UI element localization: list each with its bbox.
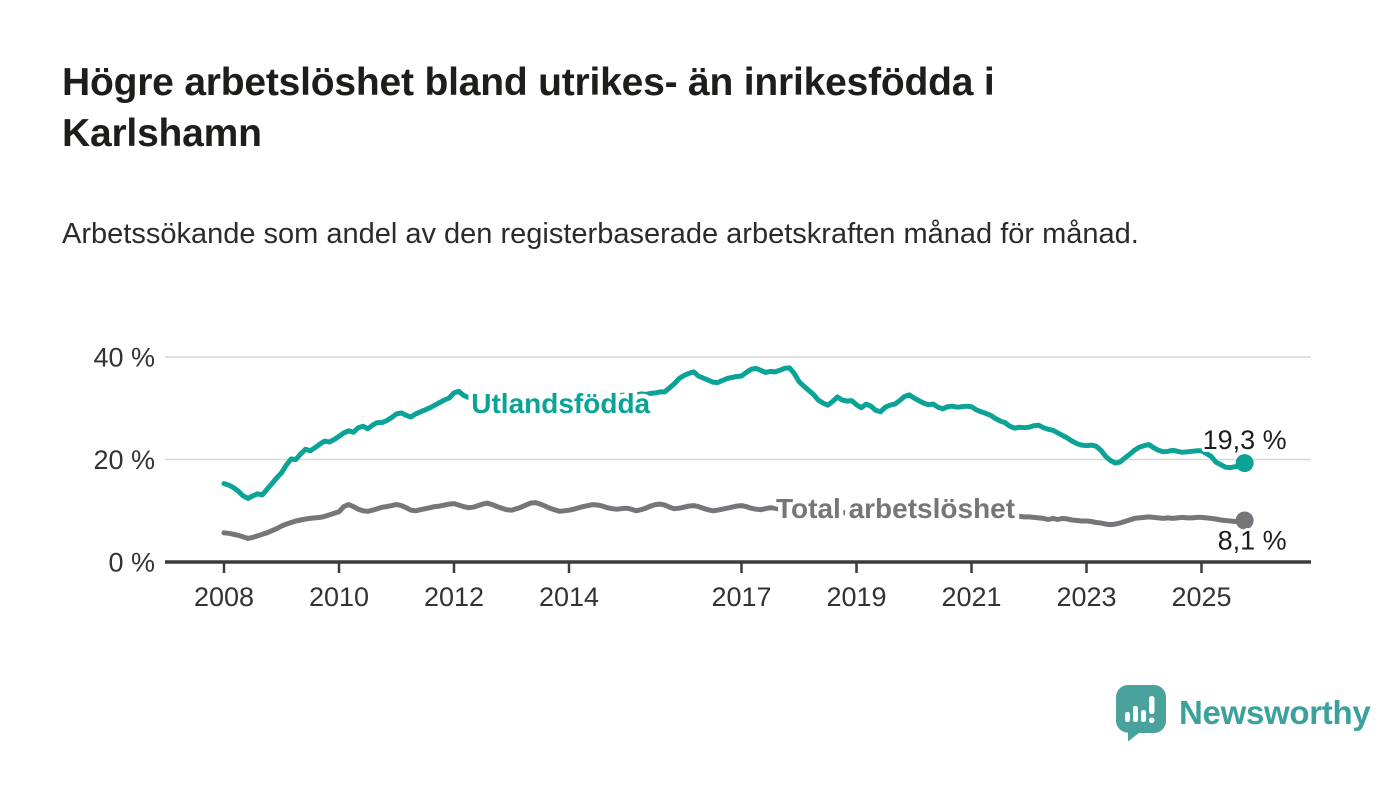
y-tick-label-40: 40 % — [93, 343, 155, 373]
x-tick-label-2017: 2017 — [711, 582, 771, 612]
end-value-label-utlandsfodda: 19,3 % — [1203, 425, 1287, 455]
end-value-label-total: 8,1 % — [1218, 525, 1287, 555]
chart-subtitle: Arbetssökande som andel av den registerb… — [62, 218, 1139, 250]
end-dot-utlandsfodda — [1235, 454, 1254, 473]
end-dot-total — [1235, 511, 1254, 530]
series-line-total-arbetsl-shet — [221, 500, 1248, 541]
x-tick-label-2012: 2012 — [424, 582, 484, 612]
series-label-utlandsf-dda: Utlandsfödda — [471, 388, 650, 419]
bar-chart-speech-bubble-icon — [1116, 685, 1166, 742]
page-title: Högre arbetslöshet bland utrikes- än inr… — [62, 61, 995, 155]
x-tick-label-2025: 2025 — [1171, 582, 1231, 612]
y-tick-label-0: 0 % — [108, 548, 155, 578]
series-line-utlandsf-dda — [221, 365, 1248, 501]
x-tick-label-2010: 2010 — [309, 582, 369, 612]
x-tick-label-2019: 2019 — [826, 582, 886, 612]
x-tick-label-2008: 2008 — [194, 582, 254, 612]
x-tick-label-2014: 2014 — [539, 582, 599, 612]
newsworthy-logo: Newsworthy — [1115, 684, 1371, 742]
x-tick-label-2021: 2021 — [941, 582, 1001, 612]
newsworthy-logo-text: Newsworthy — [1179, 694, 1371, 731]
series-label-total-arbetsl-shet: Total arbetslöshet — [776, 493, 1015, 524]
y-tick-label-20: 20 % — [93, 445, 155, 475]
x-tick-label-2023: 2023 — [1056, 582, 1116, 612]
